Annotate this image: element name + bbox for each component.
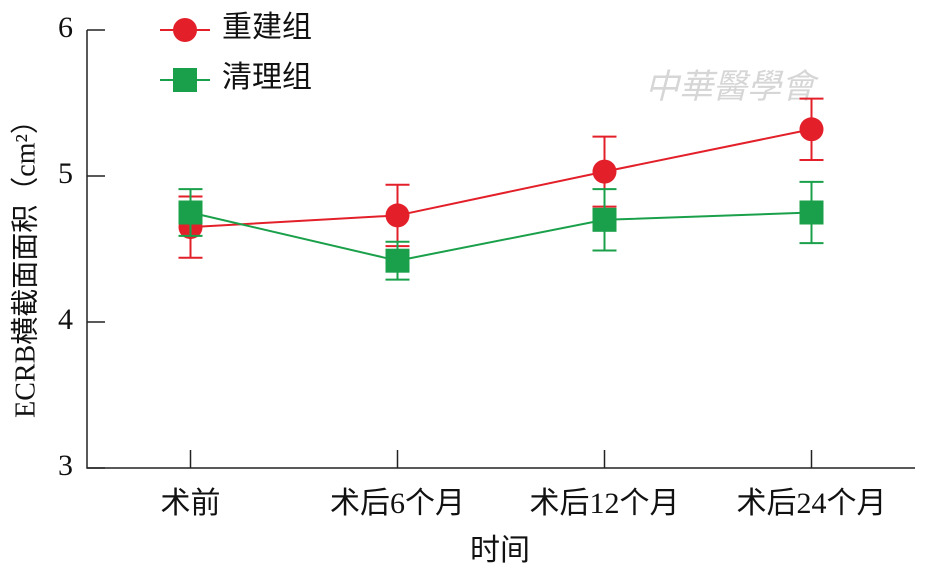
- series-line: [190, 128, 812, 229]
- data-point: [592, 207, 617, 232]
- y-tick-label: 6: [58, 11, 73, 44]
- data-point: [385, 203, 410, 228]
- x-tick-label: 术后6个月: [330, 487, 465, 520]
- x-tick-label: 术后12个月: [530, 487, 680, 520]
- y-tick-label: 3: [58, 449, 73, 482]
- legend-marker: [173, 18, 197, 42]
- data-point: [799, 117, 824, 142]
- legend-label: 清理组: [222, 61, 312, 94]
- data-point: [799, 200, 824, 225]
- y-tick-label: 4: [58, 303, 73, 336]
- y-tick-label: 5: [58, 157, 73, 190]
- series-line: [190, 211, 812, 262]
- x-axis-label: 时间: [470, 534, 530, 567]
- y-axis-label: ECRB横截面面积（cm²）: [9, 106, 41, 418]
- legend-label: 重建组: [222, 11, 312, 44]
- data-point: [385, 248, 410, 273]
- x-tick-label: 术后24个月: [737, 487, 887, 520]
- watermark: 中華醫學會: [645, 69, 820, 106]
- x-tick-label: 术前: [161, 487, 221, 520]
- data-point: [178, 200, 203, 225]
- legend-marker: [173, 68, 197, 92]
- data-point: [592, 159, 617, 184]
